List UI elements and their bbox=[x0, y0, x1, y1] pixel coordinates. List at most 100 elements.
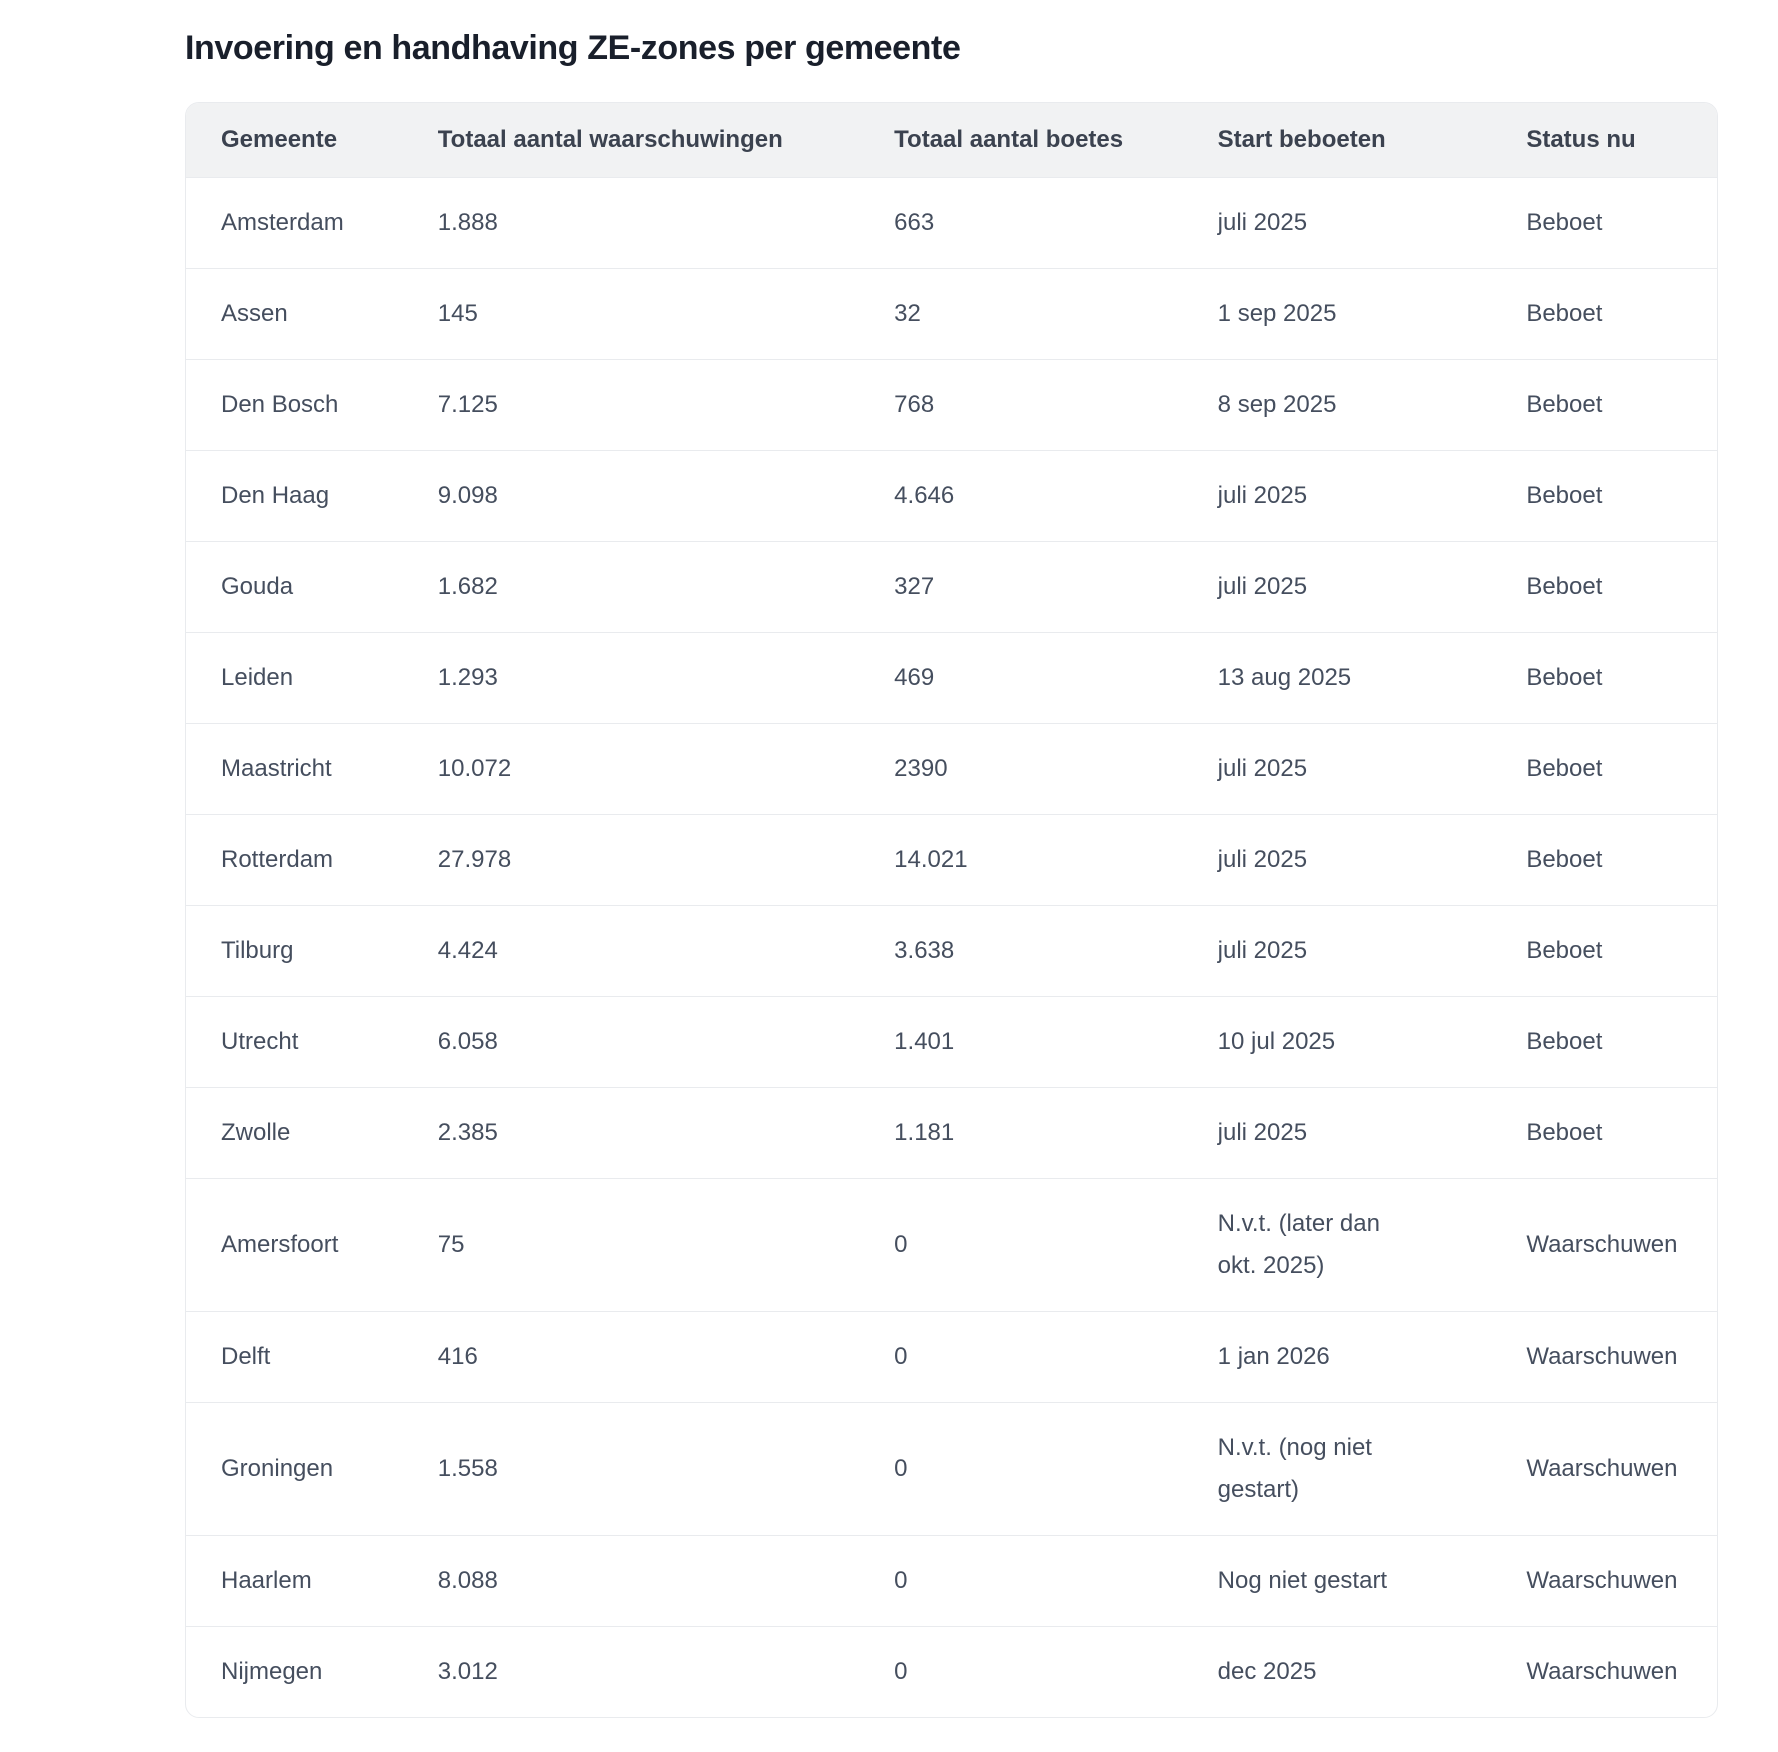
cell-start-beboeten: 1 jan 2026 bbox=[1182, 1311, 1492, 1403]
cell-waarschuwingen: 1.682 bbox=[402, 541, 860, 633]
cell-status: Beboet bbox=[1491, 541, 1717, 633]
cell-waarschuwingen: 145 bbox=[402, 268, 860, 360]
table-row: Zwolle 2.385 1.181 juli 2025 Beboet bbox=[186, 1087, 1717, 1179]
cell-boetes: 2390 bbox=[859, 723, 1183, 815]
cell-status: Beboet bbox=[1491, 996, 1717, 1088]
cell-boetes: 0 bbox=[859, 1626, 1183, 1717]
cell-boetes: 3.638 bbox=[859, 905, 1183, 997]
cell-gemeente: Haarlem bbox=[186, 1535, 403, 1627]
table-row: Utrecht 6.058 1.401 10 jul 2025 Beboet bbox=[186, 996, 1717, 1088]
table-row: Haarlem 8.088 0 Nog niet gestart Waarschuwen bbox=[186, 1535, 1717, 1627]
cell-gemeente: Leiden bbox=[186, 632, 403, 724]
cell-gemeente: Tilburg bbox=[186, 905, 403, 997]
cell-boetes: 0 bbox=[859, 1311, 1183, 1403]
cell-start-beboeten: 8 sep 2025 bbox=[1182, 359, 1492, 451]
cell-gemeente: Zwolle bbox=[186, 1087, 403, 1179]
ze-zones-table-card: Gemeente Totaal aantal waarschuwingen To… bbox=[185, 102, 1718, 1718]
cell-waarschuwingen: 9.098 bbox=[402, 450, 860, 542]
cell-boetes: 0 bbox=[859, 1402, 1183, 1536]
cell-status: Waarschuwen bbox=[1491, 1178, 1717, 1312]
cell-waarschuwingen: 75 bbox=[402, 1178, 860, 1312]
table-header-row: Gemeente Totaal aantal waarschuwingen To… bbox=[186, 103, 1717, 178]
cell-waarschuwingen: 4.424 bbox=[402, 905, 860, 997]
cell-status: Beboet bbox=[1491, 268, 1717, 360]
cell-status: Beboet bbox=[1491, 177, 1717, 269]
cell-start-beboeten: 13 aug 2025 bbox=[1182, 632, 1492, 724]
cell-status: Beboet bbox=[1491, 359, 1717, 451]
page-title: Invoering en handhaving ZE-zones per gem… bbox=[185, 29, 961, 67]
column-header-start-beboeten: Start beboeten bbox=[1182, 103, 1492, 178]
cell-status: Waarschuwen bbox=[1491, 1311, 1717, 1403]
ze-zones-table: Gemeente Totaal aantal waarschuwingen To… bbox=[186, 103, 1717, 1717]
cell-start-beboeten: juli 2025 bbox=[1182, 723, 1492, 815]
cell-status: Beboet bbox=[1491, 632, 1717, 724]
table-row: Assen 145 32 1 sep 2025 Beboet bbox=[186, 268, 1717, 360]
table-row: Gouda 1.682 327 juli 2025 Beboet bbox=[186, 541, 1717, 633]
cell-status: Beboet bbox=[1491, 450, 1717, 542]
cell-gemeente: Gouda bbox=[186, 541, 403, 633]
cell-status: Waarschuwen bbox=[1491, 1535, 1717, 1627]
cell-gemeente: Amersfoort bbox=[186, 1178, 403, 1312]
cell-gemeente: Rotterdam bbox=[186, 814, 403, 906]
cell-status: Beboet bbox=[1491, 1087, 1717, 1179]
table-body: Amsterdam 1.888 663 juli 2025 Beboet Assen 145… bbox=[186, 177, 1717, 1717]
cell-waarschuwingen: 1.888 bbox=[402, 177, 860, 269]
cell-boetes: 469 bbox=[859, 632, 1183, 724]
cell-gemeente: Utrecht bbox=[186, 996, 403, 1088]
cell-gemeente: Delft bbox=[186, 1311, 403, 1403]
table-row: Rotterdam 27.978 14.021 juli 2025 Beboet bbox=[186, 814, 1717, 906]
cell-start-beboeten: juli 2025 bbox=[1182, 177, 1492, 269]
cell-start-beboeten: Nog niet gestart bbox=[1182, 1535, 1492, 1627]
cell-boetes: 0 bbox=[859, 1178, 1183, 1312]
table-row: Amsterdam 1.888 663 juli 2025 Beboet bbox=[186, 177, 1717, 269]
cell-gemeente: Den Bosch bbox=[186, 359, 403, 451]
column-header-boetes: Totaal aantal boetes bbox=[859, 103, 1183, 178]
column-header-gemeente: Gemeente bbox=[186, 103, 403, 178]
table-row: Tilburg 4.424 3.638 juli 2025 Beboet bbox=[186, 905, 1717, 997]
cell-start-beboeten: dec 2025 bbox=[1182, 1626, 1492, 1717]
cell-gemeente: Amsterdam bbox=[186, 177, 403, 269]
cell-waarschuwingen: 1.293 bbox=[402, 632, 860, 724]
cell-start-beboeten: 1 sep 2025 bbox=[1182, 268, 1492, 360]
cell-boetes: 4.646 bbox=[859, 450, 1183, 542]
cell-waarschuwingen: 3.012 bbox=[402, 1626, 860, 1717]
cell-waarschuwingen: 2.385 bbox=[402, 1087, 860, 1179]
column-header-status-nu: Status nu bbox=[1491, 103, 1717, 178]
cell-start-beboeten: N.v.t. (later dan okt. 2025) bbox=[1182, 1178, 1492, 1312]
table-row: Nijmegen 3.012 0 dec 2025 Waarschuwen bbox=[186, 1626, 1717, 1717]
cell-waarschuwingen: 27.978 bbox=[402, 814, 860, 906]
table-row: Den Bosch 7.125 768 8 sep 2025 Beboet bbox=[186, 359, 1717, 451]
cell-boetes: 663 bbox=[859, 177, 1183, 269]
cell-waarschuwingen: 10.072 bbox=[402, 723, 860, 815]
cell-waarschuwingen: 8.088 bbox=[402, 1535, 860, 1627]
cell-gemeente: Groningen bbox=[186, 1402, 403, 1536]
cell-boetes: 1.401 bbox=[859, 996, 1183, 1088]
cell-start-beboeten: juli 2025 bbox=[1182, 1087, 1492, 1179]
cell-status: Beboet bbox=[1491, 814, 1717, 906]
table-row: Amersfoort 75 0 N.v.t. (later dan okt. 2025… bbox=[186, 1178, 1717, 1312]
cell-status: Beboet bbox=[1491, 723, 1717, 815]
cell-start-beboeten: juli 2025 bbox=[1182, 450, 1492, 542]
cell-gemeente: Nijmegen bbox=[186, 1626, 403, 1717]
table-row: Groningen 1.558 0 N.v.t. (nog niet gestart)… bbox=[186, 1402, 1717, 1536]
cell-boetes: 768 bbox=[859, 359, 1183, 451]
cell-waarschuwingen: 416 bbox=[402, 1311, 860, 1403]
cell-status: Waarschuwen bbox=[1491, 1626, 1717, 1717]
cell-gemeente: Den Haag bbox=[186, 450, 403, 542]
cell-boetes: 1.181 bbox=[859, 1087, 1183, 1179]
table-row: Maastricht 10.072 2390 juli 2025 Beboet bbox=[186, 723, 1717, 815]
cell-boetes: 327 bbox=[859, 541, 1183, 633]
cell-start-beboeten: juli 2025 bbox=[1182, 814, 1492, 906]
column-header-waarschuwingen: Totaal aantal waarschuwingen bbox=[402, 103, 860, 178]
table-row: Den Haag 9.098 4.646 juli 2025 Beboet bbox=[186, 450, 1717, 542]
cell-start-beboeten: juli 2025 bbox=[1182, 541, 1492, 633]
table-header: Gemeente Totaal aantal waarschuwingen To… bbox=[186, 103, 1717, 178]
cell-waarschuwingen: 1.558 bbox=[402, 1402, 860, 1536]
cell-waarschuwingen: 6.058 bbox=[402, 996, 860, 1088]
cell-status: Beboet bbox=[1491, 905, 1717, 997]
cell-boetes: 14.021 bbox=[859, 814, 1183, 906]
cell-start-beboeten: N.v.t. (nog niet gestart) bbox=[1182, 1402, 1492, 1536]
cell-boetes: 0 bbox=[859, 1535, 1183, 1627]
cell-start-beboeten: 10 jul 2025 bbox=[1182, 996, 1492, 1088]
